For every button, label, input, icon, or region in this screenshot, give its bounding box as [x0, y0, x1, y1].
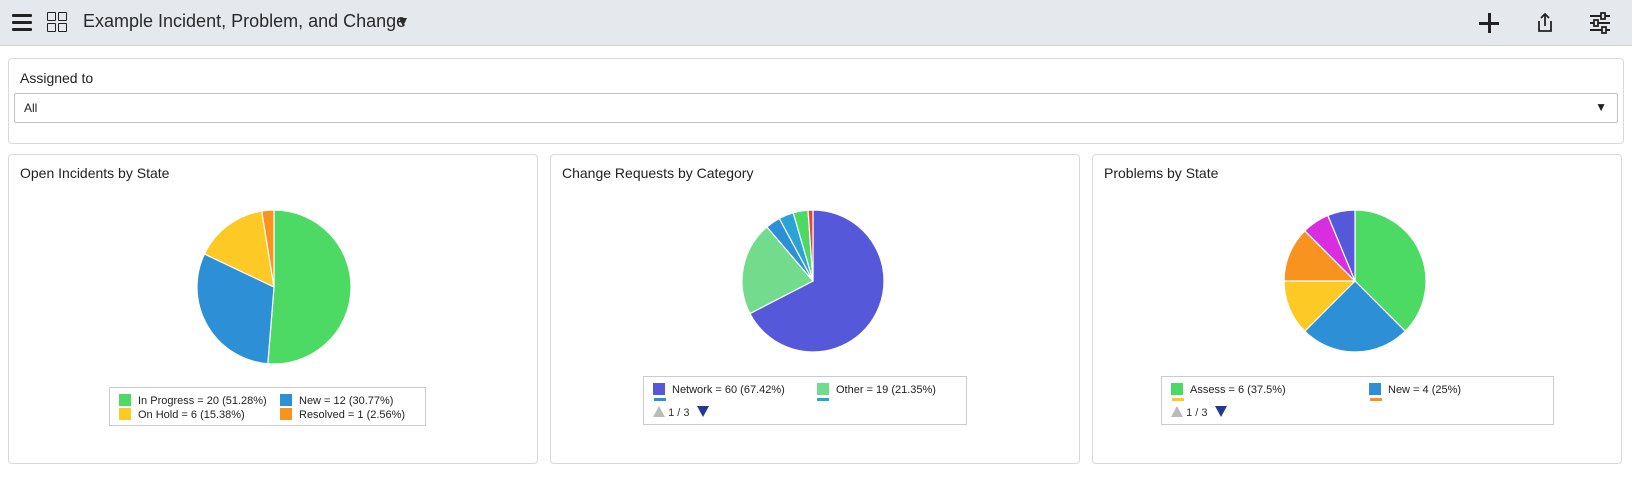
legend-swatch: [817, 383, 829, 395]
legend-item[interactable]: Other = 19 (21.35%): [817, 383, 936, 396]
dashboard-grid-icon[interactable]: [47, 12, 67, 32]
legend-label: New = 12 (30.77%): [299, 395, 394, 407]
legend-overflow-row: [654, 398, 1014, 402]
dashboard-title[interactable]: Example Incident, Problem, and Change: [83, 11, 407, 31]
legend-swatch: [1171, 383, 1183, 395]
chevron-down-icon[interactable]: ▼: [396, 13, 410, 29]
share-icon[interactable]: [1532, 10, 1558, 36]
chart-title: Problems by State: [1104, 165, 1219, 181]
chevron-down-icon: ▼: [1595, 100, 1607, 114]
legend-overflow-row: [1172, 398, 1532, 402]
change-requests-pie[interactable]: [740, 208, 886, 354]
legend-swatch: [1369, 383, 1381, 395]
chart-legend: Assess = 6 (37.5%) New = 4 (25%) 1 / 3: [1161, 376, 1554, 425]
pie-slice-3[interactable]: [260, 209, 275, 288]
assigned-to-value: All: [24, 101, 38, 115]
legend-item[interactable]: Resolved = 1 (2.56%): [280, 408, 405, 421]
pie-slice-1[interactable]: [1303, 280, 1407, 353]
legend-pager: 1 / 3: [653, 406, 709, 419]
legend-label: New = 4 (25%): [1388, 384, 1462, 396]
top-bar: Example Incident, Problem, and Change ▼: [0, 0, 1632, 46]
legend-page-indicator: 1 / 3: [668, 407, 690, 419]
hamburger-menu-icon[interactable]: [12, 14, 32, 32]
legend-label: Network = 60 (67.42%): [672, 384, 785, 396]
legend-next-icon[interactable]: [1214, 406, 1227, 417]
sliders-settings-icon[interactable]: [1587, 10, 1613, 36]
legend-item[interactable]: Network = 60 (67.42%): [653, 383, 785, 396]
pie-slice-1[interactable]: [741, 226, 814, 315]
legend-prev-icon[interactable]: [653, 406, 665, 417]
assigned-to-select[interactable]: All ▼: [14, 93, 1618, 123]
legend-swatch: [280, 394, 292, 406]
legend-item[interactable]: New = 4 (25%): [1369, 383, 1461, 396]
problems-card: Problems by State Assess = 6 (37.5%) New…: [1092, 154, 1622, 464]
assigned-to-label: Assigned to: [20, 70, 94, 86]
legend-swatch: [653, 383, 665, 395]
pie-slice-2[interactable]: [203, 210, 275, 289]
legend-label: Resolved = 1 (2.56%): [299, 409, 406, 421]
chart-legend: In Progress = 20 (51.28%) New = 12 (30.7…: [109, 387, 426, 426]
pie-slice-0[interactable]: [1354, 209, 1427, 333]
legend-label: Other = 19 (21.35%): [836, 384, 936, 396]
pie-slice-5[interactable]: [1327, 209, 1356, 282]
problems-pie[interactable]: [1282, 208, 1428, 354]
legend-item[interactable]: New = 12 (30.77%): [280, 394, 393, 407]
change-requests-card: Change Requests by Category Network = 60…: [550, 154, 1080, 464]
pie-slice-1[interactable]: [196, 253, 275, 365]
legend-label: On Hold = 6 (15.38%): [138, 409, 245, 421]
pie-slice-0[interactable]: [267, 209, 352, 365]
legend-item[interactable]: In Progress = 20 (51.28%): [119, 394, 267, 407]
add-icon[interactable]: [1476, 10, 1502, 36]
legend-item[interactable]: On Hold = 6 (15.38%): [119, 408, 245, 421]
legend-pager: 1 / 3: [1171, 406, 1227, 419]
legend-next-icon[interactable]: [696, 406, 709, 417]
legend-page-indicator: 1 / 3: [1186, 407, 1208, 419]
chart-title: Open Incidents by State: [20, 165, 170, 181]
open-incidents-card: Open Incidents by State In Progress = 20…: [8, 154, 538, 464]
pie-slice-5[interactable]: [807, 209, 814, 282]
legend-label: Assess = 6 (37.5%): [1190, 384, 1286, 396]
legend-swatch: [119, 408, 131, 420]
pie-slice-0[interactable]: [749, 209, 885, 353]
open-incidents-pie[interactable]: [195, 208, 353, 366]
chart-title: Change Requests by Category: [562, 165, 754, 181]
chart-legend: Network = 60 (67.42%) Other = 19 (21.35%…: [643, 376, 967, 425]
filter-panel: Assigned to All ▼: [8, 58, 1624, 144]
legend-prev-icon[interactable]: [1171, 406, 1183, 417]
legend-label: In Progress = 20 (51.28%): [138, 395, 267, 407]
legend-swatch: [280, 408, 292, 420]
legend-item[interactable]: Assess = 6 (37.5%): [1171, 383, 1286, 396]
legend-swatch: [119, 394, 131, 406]
